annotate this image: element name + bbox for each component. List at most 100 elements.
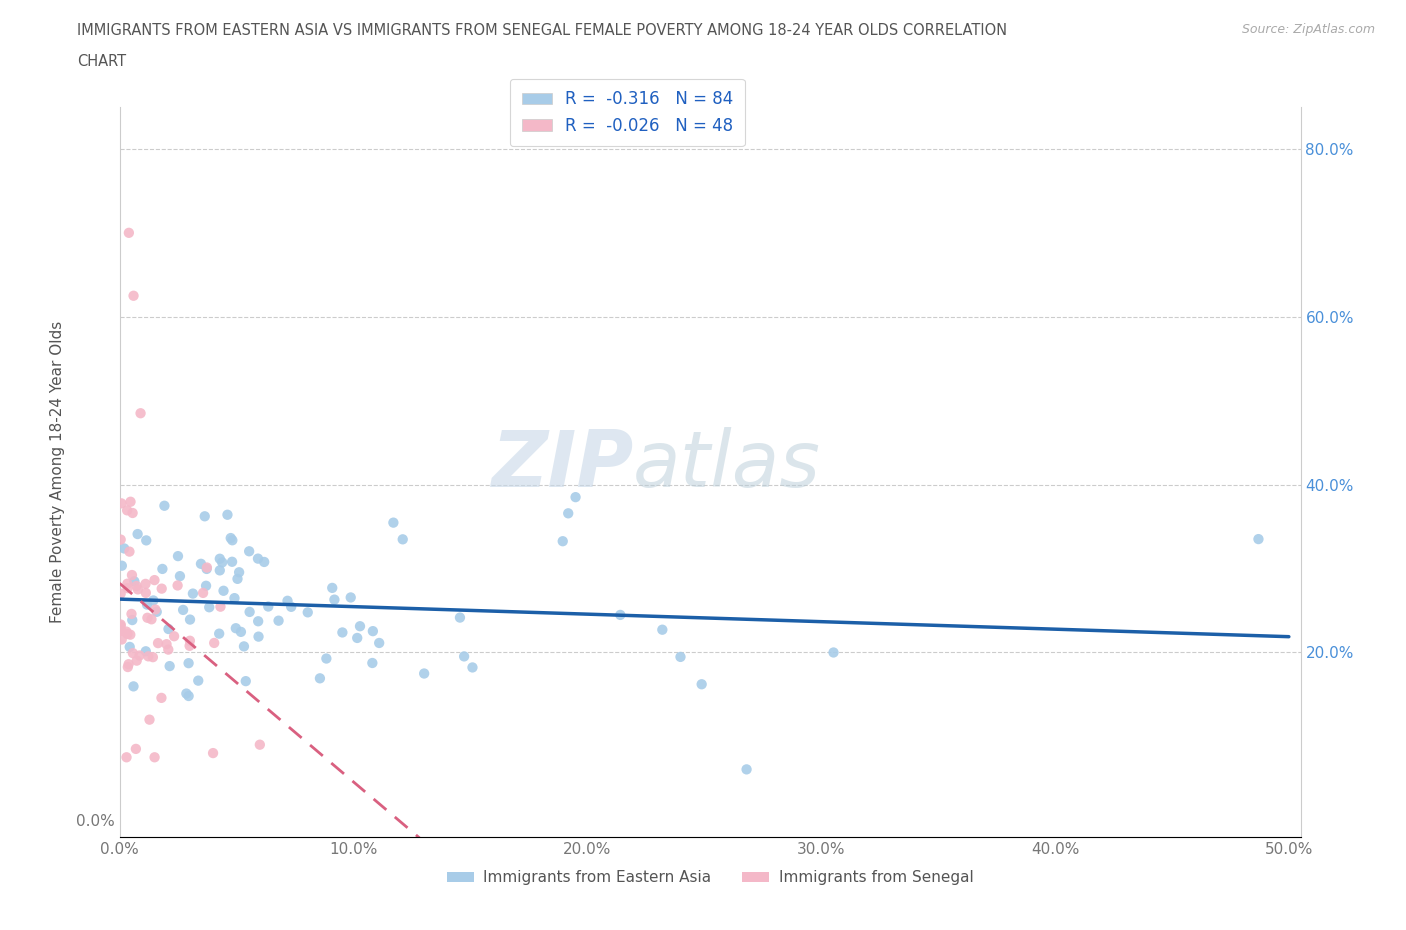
Point	[212, 583, 235, 598]
Point	[249, 737, 271, 752]
Point	[209, 599, 232, 614]
Point	[125, 578, 148, 593]
Point	[179, 638, 201, 653]
Point	[253, 554, 276, 569]
Point	[187, 673, 209, 688]
Point	[120, 495, 142, 510]
Point	[142, 650, 165, 665]
Point	[609, 607, 631, 622]
Point	[110, 586, 132, 601]
Point	[564, 490, 586, 505]
Point	[166, 578, 188, 593]
Text: atlas: atlas	[633, 427, 821, 503]
Point	[121, 506, 143, 521]
Point	[238, 544, 260, 559]
Point	[315, 651, 337, 666]
Point	[195, 560, 218, 575]
Point	[111, 558, 134, 573]
Point	[224, 591, 246, 605]
Point	[146, 636, 169, 651]
Point	[195, 578, 218, 593]
Point	[145, 602, 167, 617]
Point	[239, 604, 262, 619]
Point	[176, 686, 198, 701]
Point	[143, 573, 166, 588]
Point	[121, 606, 143, 621]
Point	[118, 225, 141, 240]
Point	[391, 532, 413, 547]
Point	[226, 571, 249, 586]
Point	[690, 677, 713, 692]
Point	[461, 660, 484, 675]
Point	[159, 658, 181, 673]
Point	[309, 671, 332, 685]
Point	[135, 533, 157, 548]
Point	[153, 498, 176, 513]
Point	[128, 648, 150, 663]
Point	[150, 690, 173, 705]
Point	[551, 534, 574, 549]
Point	[118, 640, 141, 655]
Point	[257, 599, 280, 614]
Point	[143, 750, 166, 764]
Point	[110, 496, 132, 511]
Point	[339, 590, 361, 604]
Point	[191, 586, 214, 601]
Point	[221, 533, 243, 548]
Point	[110, 623, 132, 638]
Point	[194, 509, 217, 524]
Point	[202, 635, 225, 650]
Point	[110, 618, 132, 633]
Point	[117, 577, 139, 591]
Point	[177, 688, 200, 703]
Point	[136, 649, 159, 664]
Point	[233, 639, 256, 654]
Point	[195, 562, 218, 577]
Point	[181, 586, 204, 601]
Point	[172, 603, 194, 618]
Point	[145, 604, 167, 619]
Point	[157, 621, 180, 636]
Point	[198, 600, 221, 615]
Point	[225, 621, 247, 636]
Point	[121, 613, 143, 628]
Point	[142, 593, 165, 608]
Point	[163, 629, 186, 644]
Point	[135, 586, 157, 601]
Point	[179, 612, 201, 627]
Point	[247, 614, 270, 629]
Point	[246, 551, 269, 566]
Point	[219, 531, 242, 546]
Point	[169, 569, 191, 584]
Point	[152, 562, 174, 577]
Point	[110, 532, 132, 547]
Point	[124, 574, 146, 589]
Point	[135, 577, 157, 591]
Point	[118, 544, 141, 559]
Point	[276, 593, 298, 608]
Point	[129, 405, 152, 420]
Point	[117, 657, 139, 671]
Point	[190, 556, 212, 571]
Point	[1247, 532, 1270, 547]
Point	[150, 581, 173, 596]
Point	[111, 632, 134, 647]
Point	[179, 633, 201, 648]
Point	[122, 645, 145, 660]
Point	[735, 762, 758, 777]
Point	[127, 582, 149, 597]
Point	[211, 555, 233, 570]
Point	[120, 627, 142, 642]
Point	[155, 637, 177, 652]
Point	[361, 624, 384, 639]
Point	[332, 625, 354, 640]
Text: ZIP: ZIP	[491, 427, 633, 503]
Point	[125, 741, 148, 756]
Point	[346, 631, 368, 645]
Point	[117, 659, 139, 674]
Point	[321, 580, 343, 595]
Point	[413, 666, 436, 681]
Point	[110, 618, 132, 632]
Point	[247, 630, 270, 644]
Point	[117, 627, 139, 642]
